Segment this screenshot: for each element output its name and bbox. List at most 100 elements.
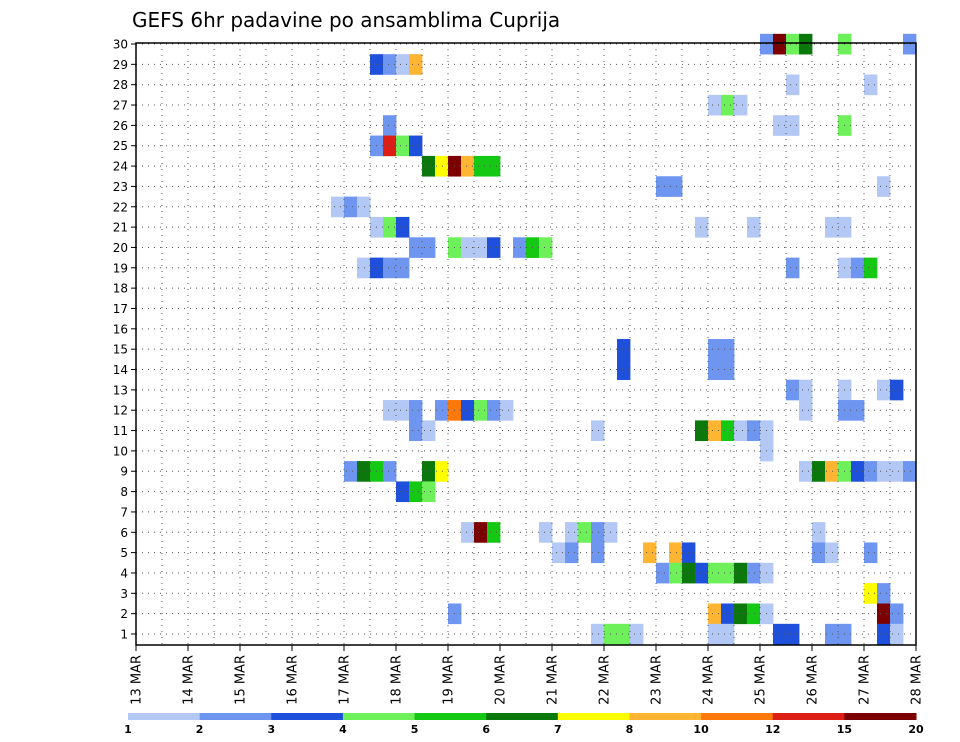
heatmap-cell [539,237,553,258]
heatmap-cell [890,461,904,482]
heatmap-cell [474,237,488,258]
heatmap-cell [786,257,800,279]
heatmap-cell [708,623,722,645]
heatmap-cell [773,33,787,55]
heatmap-cell [383,216,397,238]
heatmap-cell [409,237,423,258]
heatmap-cell [344,196,358,218]
heatmap-cell [747,603,761,625]
x-tick-label: 14 MAR [182,655,197,705]
y-tick-label: 18 [113,282,128,296]
heatmap-cell [890,603,904,625]
y-tick-label: 30 [113,38,128,52]
heatmap-cell [474,522,488,543]
y-tick-label: 10 [113,444,128,458]
heatmap-cell [825,216,839,238]
x-axis: 13 MAR 14 MAR 15 MAR 16 MAR 17 MAR 18 MAR 19 M… [130,645,925,705]
heatmap-cell [669,542,683,564]
y-axis: 1234567891011121314151617181920212223242… [113,38,136,642]
heatmap-cell [695,562,709,584]
y-tick-label: 5 [120,546,128,560]
heatmap-cell [474,400,488,421]
heatmap-cell [396,135,410,157]
color-legend: 1 2 3 4 5 6 7 8 10 12 15 20 [124,713,924,736]
heatmap-cell [890,623,904,645]
heatmap-cell [799,400,813,421]
heatmap-cell [357,461,371,482]
heatmap-cell [786,33,800,55]
heatmap-cell [708,359,722,380]
x-tick-label: 22 MAR [598,655,613,705]
y-tick-label: 7 [120,505,128,519]
heatmap-cell [435,400,449,421]
x-tick-label: 16 MAR [286,655,301,705]
heatmap-cell [422,481,436,503]
heatmap-cell [383,115,397,136]
x-tick-label: 17 MAR [338,655,353,705]
legend-swatch [342,713,416,720]
heatmap-cell [877,583,891,604]
heatmap-cell [799,461,813,482]
grid-lines [135,43,917,645]
chart-title: GEFS 6hr padavine po ansamblima Cuprija [132,8,560,32]
y-tick-label: 23 [113,180,128,194]
heatmap-cell [734,603,748,625]
heatmap-cell [864,74,878,96]
x-tick-label: 28 MAR [910,655,925,705]
legend-label: 3 [267,723,275,736]
legend-label: 1 [124,723,132,736]
heatmap-cell [877,176,891,197]
legend-label: 7 [554,723,562,736]
heatmap-cell [513,237,527,258]
heatmap-cell [344,461,358,482]
heatmap-cell [708,94,722,116]
y-tick-label: 1 [120,628,128,642]
legend-label: 2 [196,723,204,736]
heatmap-cell [890,379,904,401]
legend-swatch [772,713,845,720]
y-tick-label: 15 [113,343,128,357]
heatmap-cell [721,562,735,584]
heatmap-cell [825,542,839,564]
heatmap-cell [799,379,813,401]
heatmap-cell [617,623,631,645]
heatmap-cell [721,339,735,360]
x-tick-label: 26 MAR [806,655,821,705]
legend-swatch [486,713,559,720]
heatmap-cell [851,257,865,279]
heatmap-cell [396,257,410,279]
y-tick-label: 3 [120,587,128,601]
heatmap-cell [721,94,735,116]
x-tick-label: 25 MAR [754,655,769,705]
x-tick-label: 18 MAR [390,655,405,705]
heatmap-cell [396,481,410,503]
heatmap-cell [409,135,423,157]
legend-swatch [128,713,201,720]
heatmap-cell [669,562,683,584]
heatmap-cell [734,562,748,584]
x-tick-label: 20 MAR [494,655,509,705]
heatmap-cell [396,54,410,75]
legend-label: 15 [837,723,852,736]
heatmap-cell [656,176,670,197]
heatmap-cell [812,522,826,543]
heatmap-cell [357,257,371,279]
y-tick-label: 16 [113,322,128,336]
heatmap-cell [383,257,397,279]
heatmap-cell [695,216,709,238]
heatmap-cell [565,522,579,543]
x-tick-label: 24 MAR [702,655,717,705]
heatmap-cell [487,237,501,258]
y-tick-label: 14 [113,363,128,377]
heatmap-cell [864,257,878,279]
heatmap-cell [877,461,891,482]
heatmap-cell [435,155,449,177]
y-tick-label: 2 [120,607,128,621]
heatmap-cell [747,216,761,238]
heatmap-cell [799,33,813,55]
heatmap-cell [734,420,748,442]
y-tick-label: 13 [113,383,128,397]
heatmap-cell [877,603,891,625]
heatmap-cell [422,155,436,177]
